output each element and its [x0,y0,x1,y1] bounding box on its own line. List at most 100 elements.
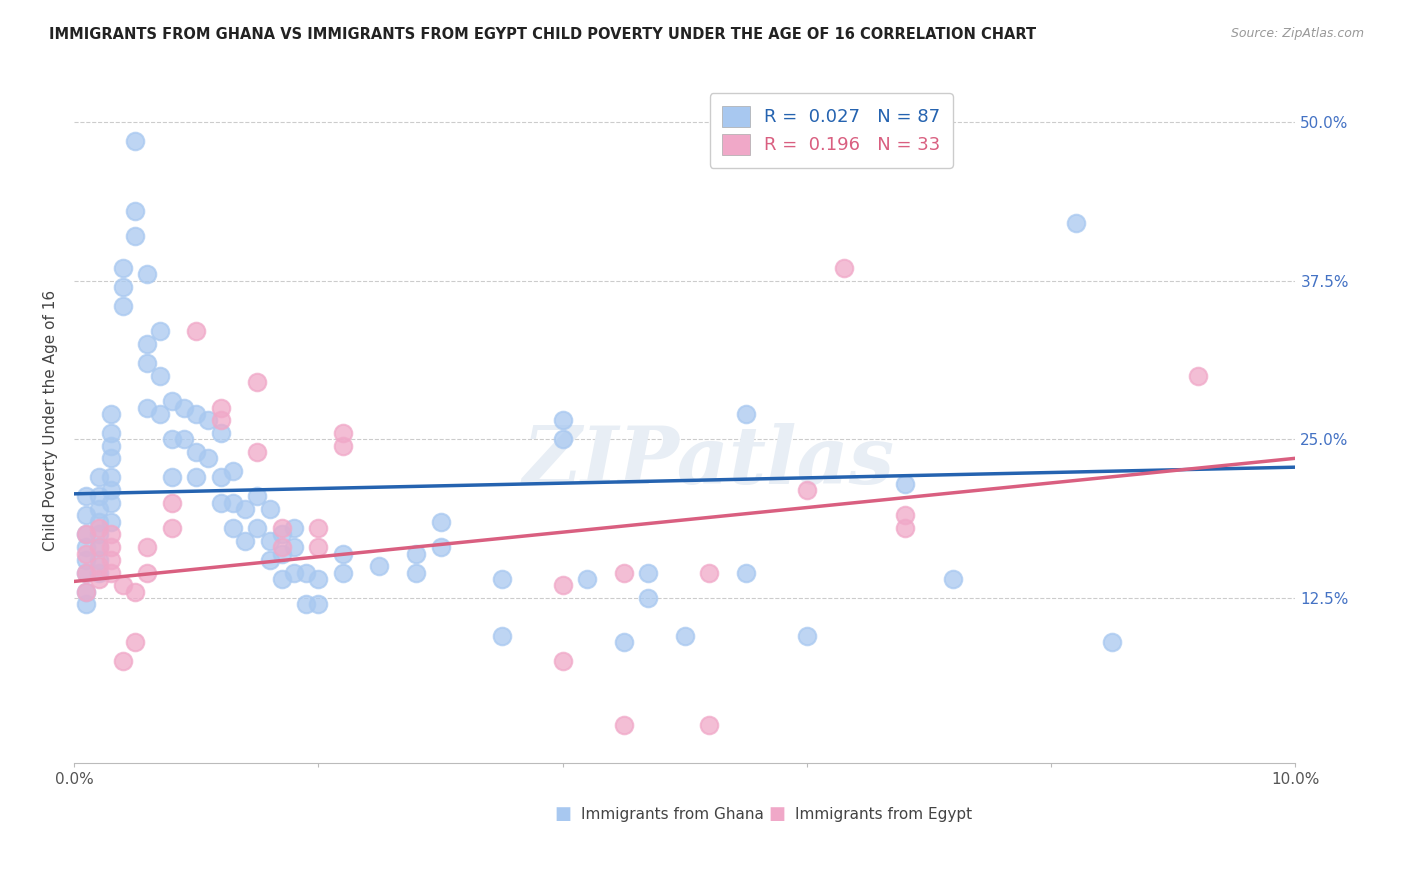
Point [100,515,122,529]
Point [246,375,269,389]
Point [197,413,219,427]
Point [233,533,256,548]
Point [111,280,134,294]
Point [1101,635,1123,649]
Point [100,425,122,440]
Point [307,572,329,586]
Point [75,566,97,580]
Point [307,597,329,611]
Point [124,635,146,649]
Point [173,432,195,446]
Point [222,464,245,478]
Point [87,566,110,580]
Text: ■: ■ [768,805,785,823]
Point [124,229,146,244]
Point [259,533,281,548]
Point [270,521,292,535]
Point [209,401,232,415]
Point [209,413,232,427]
Point [186,407,208,421]
Point [136,356,159,370]
Point [942,572,965,586]
Point [405,566,427,580]
Point [100,407,122,421]
Point [697,718,720,732]
Point [160,496,183,510]
Point [149,324,172,338]
Point [551,413,574,427]
Point [673,629,696,643]
Point [100,470,122,484]
Point [111,260,134,275]
Point [75,547,97,561]
Point [734,566,756,580]
Point [637,566,659,580]
Point [75,508,97,523]
Point [75,527,97,541]
Text: ZIPatlas: ZIPatlas [523,423,896,500]
Point [87,527,110,541]
Point [697,566,720,580]
Point [259,553,281,567]
Point [173,401,195,415]
Point [87,540,110,554]
Point [491,572,513,586]
Point [209,496,232,510]
Point [209,425,232,440]
Point [233,502,256,516]
Point [551,654,574,668]
Point [259,502,281,516]
Point [186,324,208,338]
Point [893,476,915,491]
Y-axis label: Child Poverty Under the Age of 16: Child Poverty Under the Age of 16 [44,290,58,550]
Point [111,654,134,668]
Point [87,470,110,484]
Point [551,578,574,592]
Point [186,445,208,459]
Point [136,267,159,281]
Point [429,540,451,554]
Point [222,521,245,535]
Point [613,566,636,580]
Point [209,470,232,484]
Point [160,432,183,446]
Point [222,496,245,510]
Point [576,572,599,586]
Point [295,566,318,580]
Point [100,566,122,580]
Point [87,502,110,516]
Point [832,260,855,275]
Point [270,540,292,554]
Point [136,566,159,580]
Point [270,572,292,586]
Point [136,540,159,554]
Point [87,489,110,503]
Point [893,508,915,523]
Point [100,451,122,466]
Point [246,489,269,503]
Point [75,566,97,580]
Point [100,439,122,453]
Point [270,527,292,541]
Point [149,407,172,421]
Point [75,584,97,599]
Point [75,584,97,599]
Point [124,203,146,218]
Point [270,547,292,561]
Point [160,394,183,409]
Point [368,559,391,574]
Point [124,134,146,148]
Point [136,337,159,351]
Point [429,515,451,529]
Point [283,566,305,580]
Point [87,572,110,586]
Point [637,591,659,605]
Point [796,483,818,497]
Point [283,540,305,554]
Text: Immigrants from Ghana: Immigrants from Ghana [581,807,763,822]
Text: IMMIGRANTS FROM GHANA VS IMMIGRANTS FROM EGYPT CHILD POVERTY UNDER THE AGE OF 16: IMMIGRANTS FROM GHANA VS IMMIGRANTS FROM… [49,27,1036,42]
Point [613,635,636,649]
Point [100,496,122,510]
Point [87,515,110,529]
Point [75,489,97,503]
